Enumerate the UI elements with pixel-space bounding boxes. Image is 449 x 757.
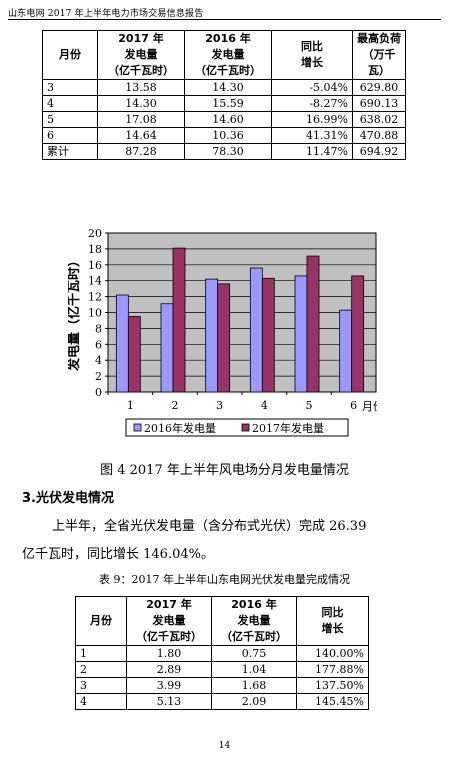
bar-2017-5 <box>306 255 320 393</box>
x-tick-label: 1 <box>127 399 134 412</box>
bar-2017-4 <box>261 277 275 393</box>
legend-swatch-2016 <box>133 423 142 432</box>
col-header-yoy: 同比 增长 <box>271 30 353 80</box>
wind-chart-container: 02468101214161820123456月份发电量（亿千瓦时）2016年发… <box>66 221 384 443</box>
table-row-total: 累计 87.28 78.30 11.47% 694.92 <box>42 143 406 160</box>
y-tick-label: 10 <box>88 307 102 320</box>
table-row: 2 2.89 1.04 177.88% <box>75 661 369 678</box>
col-header-peak-load: 最高负荷 （万千瓦） <box>352 30 406 80</box>
col-header-month: 月份 <box>42 30 98 80</box>
y-tick-label: 0 <box>95 386 102 399</box>
x-tick-label: 5 <box>306 399 313 412</box>
x-tick-label: 4 <box>261 399 268 412</box>
bar-2017-2 <box>172 247 186 393</box>
y-tick-label: 16 <box>88 259 102 272</box>
y-tick-label: 6 <box>95 338 102 351</box>
wind-monthly-bar-chart: 02468101214161820123456月份发电量（亿千瓦时）2016年发… <box>66 227 384 437</box>
bar-2017-6 <box>351 275 365 393</box>
table-header-row: 月份 2017 年 发电量 （亿千瓦时） 2016 年 发电量 （亿千瓦时） 同… <box>75 596 369 646</box>
table-row: 4 14.30 15.59 -8.27% 690.13 <box>42 95 406 112</box>
x-tick-label: 2 <box>172 399 179 412</box>
table-row: 1 1.80 0.75 140.00% <box>75 645 369 662</box>
x-tick-label: 6 <box>350 399 357 412</box>
col-header-yoy: 同比 增长 <box>296 596 369 646</box>
y-tick-label: 4 <box>95 354 102 367</box>
x-axis-label: 月份 <box>362 400 377 413</box>
bar-2016-3 <box>205 278 219 393</box>
figure-caption: 图 4 2017 年上半年风电场分月发电量情况 <box>100 463 349 478</box>
col-header-2016: 2016 年 发电量 （亿千瓦时） <box>211 596 297 646</box>
bar-2016-5 <box>294 275 308 393</box>
bar-2016-6 <box>339 309 353 393</box>
header-rule <box>8 19 441 20</box>
table-row: 3 13.58 14.30 -5.04% 629.80 <box>42 79 406 96</box>
legend-label-2017: 2017年发电量 <box>252 421 324 435</box>
y-tick-label: 20 <box>88 227 102 240</box>
legend-label-2016: 2016年发电量 <box>144 421 216 435</box>
table-header-row: 月份 2017 年 发电量 （亿千瓦时） 2016 年 发电量 （亿千瓦时） 同… <box>42 30 406 80</box>
table-caption: 表 9：2017 年上半年山东电网光伏发电量完成情况 <box>99 573 350 586</box>
col-header-2016: 2016 年 发电量 （亿千瓦时） <box>184 30 272 80</box>
wind-monthly-table: 月份 2017 年 发电量 （亿千瓦时） 2016 年 发电量 （亿千瓦时） 同… <box>42 30 406 160</box>
table-row: 3 3.99 1.68 137.50% <box>75 677 369 694</box>
bar-2016-2 <box>160 303 174 393</box>
y-tick-label: 8 <box>95 322 102 335</box>
bar-2016-1 <box>115 294 129 393</box>
col-header-month: 月份 <box>75 596 127 646</box>
x-tick-label: 3 <box>216 399 223 412</box>
y-tick-label: 12 <box>88 291 102 304</box>
pv-monthly-table: 月份 2017 年 发电量 （亿千瓦时） 2016 年 发电量 （亿千瓦时） 同… <box>75 596 369 710</box>
page-header: 山东电网 2017 年上半年电力市场交易信息报告 <box>8 9 204 19</box>
col-header-2017: 2017 年 发电量 （亿千瓦时） <box>126 596 212 646</box>
table-row: 6 14.64 10.36 41.31% 470.88 <box>42 127 406 144</box>
page-number: 14 <box>218 741 231 751</box>
paragraph-line-2: 亿千瓦时，同比增长 146.04%。 <box>22 547 214 562</box>
section-heading: 3.光伏发电情况 <box>22 491 114 506</box>
legend-swatch-2017 <box>241 423 250 432</box>
table-row: 5 17.08 14.60 16.99% 638.02 <box>42 111 406 128</box>
bar-2016-4 <box>249 267 263 393</box>
col-header-2017: 2017 年 发电量 （亿千瓦时） <box>97 30 185 80</box>
legend-box <box>125 418 349 437</box>
y-tick-label: 14 <box>88 275 102 288</box>
bar-2017-1 <box>127 316 141 393</box>
paragraph-line-1: 上半年，全省光伏发电量（含分布式光伏）完成 26.39 <box>52 519 367 534</box>
y-tick-label: 2 <box>95 370 102 383</box>
y-axis-label: 发电量（亿千瓦时） <box>68 254 82 372</box>
table-row: 4 5.13 2.09 145.45% <box>75 693 369 710</box>
y-tick-label: 18 <box>88 243 102 256</box>
bar-2017-3 <box>217 283 231 393</box>
